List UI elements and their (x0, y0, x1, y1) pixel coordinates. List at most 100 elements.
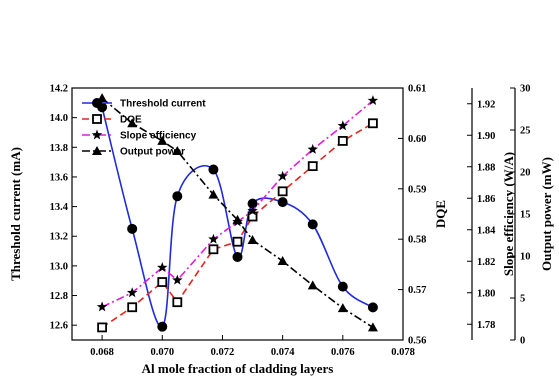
x-tick-label: 0.076 (331, 347, 355, 358)
data-point (232, 251, 243, 262)
x-tick-label: 0.072 (211, 347, 235, 358)
legend-marker (92, 98, 102, 108)
series-layer (96, 93, 379, 333)
legend-marker (91, 129, 103, 140)
y-tick-label-slope: 1.84 (477, 225, 496, 236)
data-point (172, 146, 183, 155)
y-tick-label-threshold: 12.6 (50, 321, 68, 332)
y-tick-label-dqe: 0.56 (408, 336, 426, 347)
y-axis-title-threshold: Threshold current (mA) (8, 147, 23, 281)
y-axis-title-power: Output power (mW) (539, 157, 554, 271)
data-point (208, 164, 219, 175)
data-point (368, 118, 378, 129)
y-tick-label-slope: 1.88 (477, 162, 495, 173)
y-tick-label-slope: 1.82 (477, 257, 495, 268)
plot-frame (71, 87, 404, 341)
data-point (247, 235, 258, 245)
data-point (247, 211, 258, 222)
x-axis-title: Al mole fraction of cladding layers (142, 361, 334, 376)
legend: Threshold current DQE Slope efficiency Outp… (82, 98, 206, 158)
y-tick-label-slope: 1.86 (477, 194, 495, 205)
data-point (208, 244, 219, 255)
y-tick-label-dqe: 0.57 (408, 285, 426, 296)
data-point (307, 161, 318, 172)
data-point (97, 322, 107, 333)
axes-layer: 0.068 0.070 0.072 0.074 0.076 0.078 Al mole fr… (8, 84, 554, 377)
y-axis-title-slope: Slope efficiency (W/A) (501, 152, 516, 276)
data-point (127, 223, 138, 234)
y-tick-label-threshold: 14.0 (50, 113, 68, 124)
data-point (172, 297, 183, 308)
data-point (208, 189, 219, 199)
y-tick-label-power: 10 (520, 252, 531, 263)
y-tick-label-threshold: 13.8 (50, 143, 68, 154)
data-point (127, 302, 138, 313)
y-tick-label-slope: 1.78 (477, 320, 495, 331)
y-tick-label-power: 15 (520, 210, 531, 221)
y-tick-label-dqe: 0.60 (408, 134, 426, 145)
data-point (157, 321, 168, 332)
y-tick-label-power: 25 (520, 126, 531, 137)
data-point (277, 170, 288, 181)
y-tick-label-power: 5 (520, 294, 525, 305)
y-tick-label-power: 20 (520, 168, 531, 179)
y-tick-label-slope: 1.92 (477, 99, 495, 110)
data-point (337, 120, 349, 131)
data-point (247, 205, 258, 216)
y-tick-label-threshold: 14.2 (50, 84, 68, 95)
legend-label: Output power (120, 147, 185, 158)
x-tick-label: 0.074 (271, 347, 295, 358)
series-line (101, 107, 374, 328)
y-tick-label-dqe: 0.58 (408, 235, 426, 246)
data-point (232, 214, 243, 224)
data-point (277, 256, 288, 266)
y-tick-label-dqe: 0.59 (408, 184, 426, 195)
data-point (277, 186, 288, 197)
data-point (307, 219, 318, 230)
legend-label: DQE (120, 115, 142, 126)
data-point (172, 274, 183, 285)
y-axis-title-dqe: DQE (433, 200, 448, 228)
series-2 (96, 95, 379, 312)
y-tick-label-threshold: 12.8 (50, 291, 68, 302)
y-tick-label-dqe: 0.61 (408, 84, 426, 95)
data-point (367, 302, 378, 313)
x-tick-label: 0.078 (391, 347, 415, 358)
y-tick-label-threshold: 13.4 (50, 202, 69, 213)
y-tick-label-threshold: 13.0 (50, 261, 68, 272)
legend-marker (92, 146, 102, 155)
legend-marker (92, 114, 102, 124)
data-point (126, 287, 138, 298)
data-point (157, 277, 168, 287)
series-1 (97, 118, 378, 333)
legend-label: Threshold current (120, 99, 206, 110)
data-point (337, 303, 348, 313)
x-tick-label: 0.070 (150, 347, 174, 358)
data-point (157, 262, 168, 272)
data-point (337, 136, 348, 146)
data-point (337, 281, 348, 292)
plot-border (71, 87, 404, 341)
y-tick-label-slope: 1.90 (477, 131, 495, 142)
data-point (307, 280, 318, 290)
data-point (127, 118, 138, 128)
legend-label: Slope efficiency (120, 131, 197, 142)
data-point (367, 95, 379, 106)
data-point (277, 197, 288, 208)
data-point (208, 233, 219, 244)
data-point (96, 301, 108, 312)
data-point (157, 135, 168, 145)
y-tick-label-power: 30 (520, 84, 531, 95)
data-point (232, 236, 243, 247)
series-3 (97, 93, 378, 332)
y-tick-label-power: 0 (520, 336, 525, 347)
data-point (367, 322, 378, 332)
y-tick-label-slope: 1.80 (477, 288, 495, 299)
y-tick-label-threshold: 13.6 (50, 172, 68, 183)
series-0 (97, 102, 378, 332)
y-tick-label-threshold: 13.2 (50, 232, 68, 243)
x-tick-label: 0.068 (90, 347, 114, 358)
data-point (172, 191, 183, 202)
data-point (307, 143, 318, 154)
